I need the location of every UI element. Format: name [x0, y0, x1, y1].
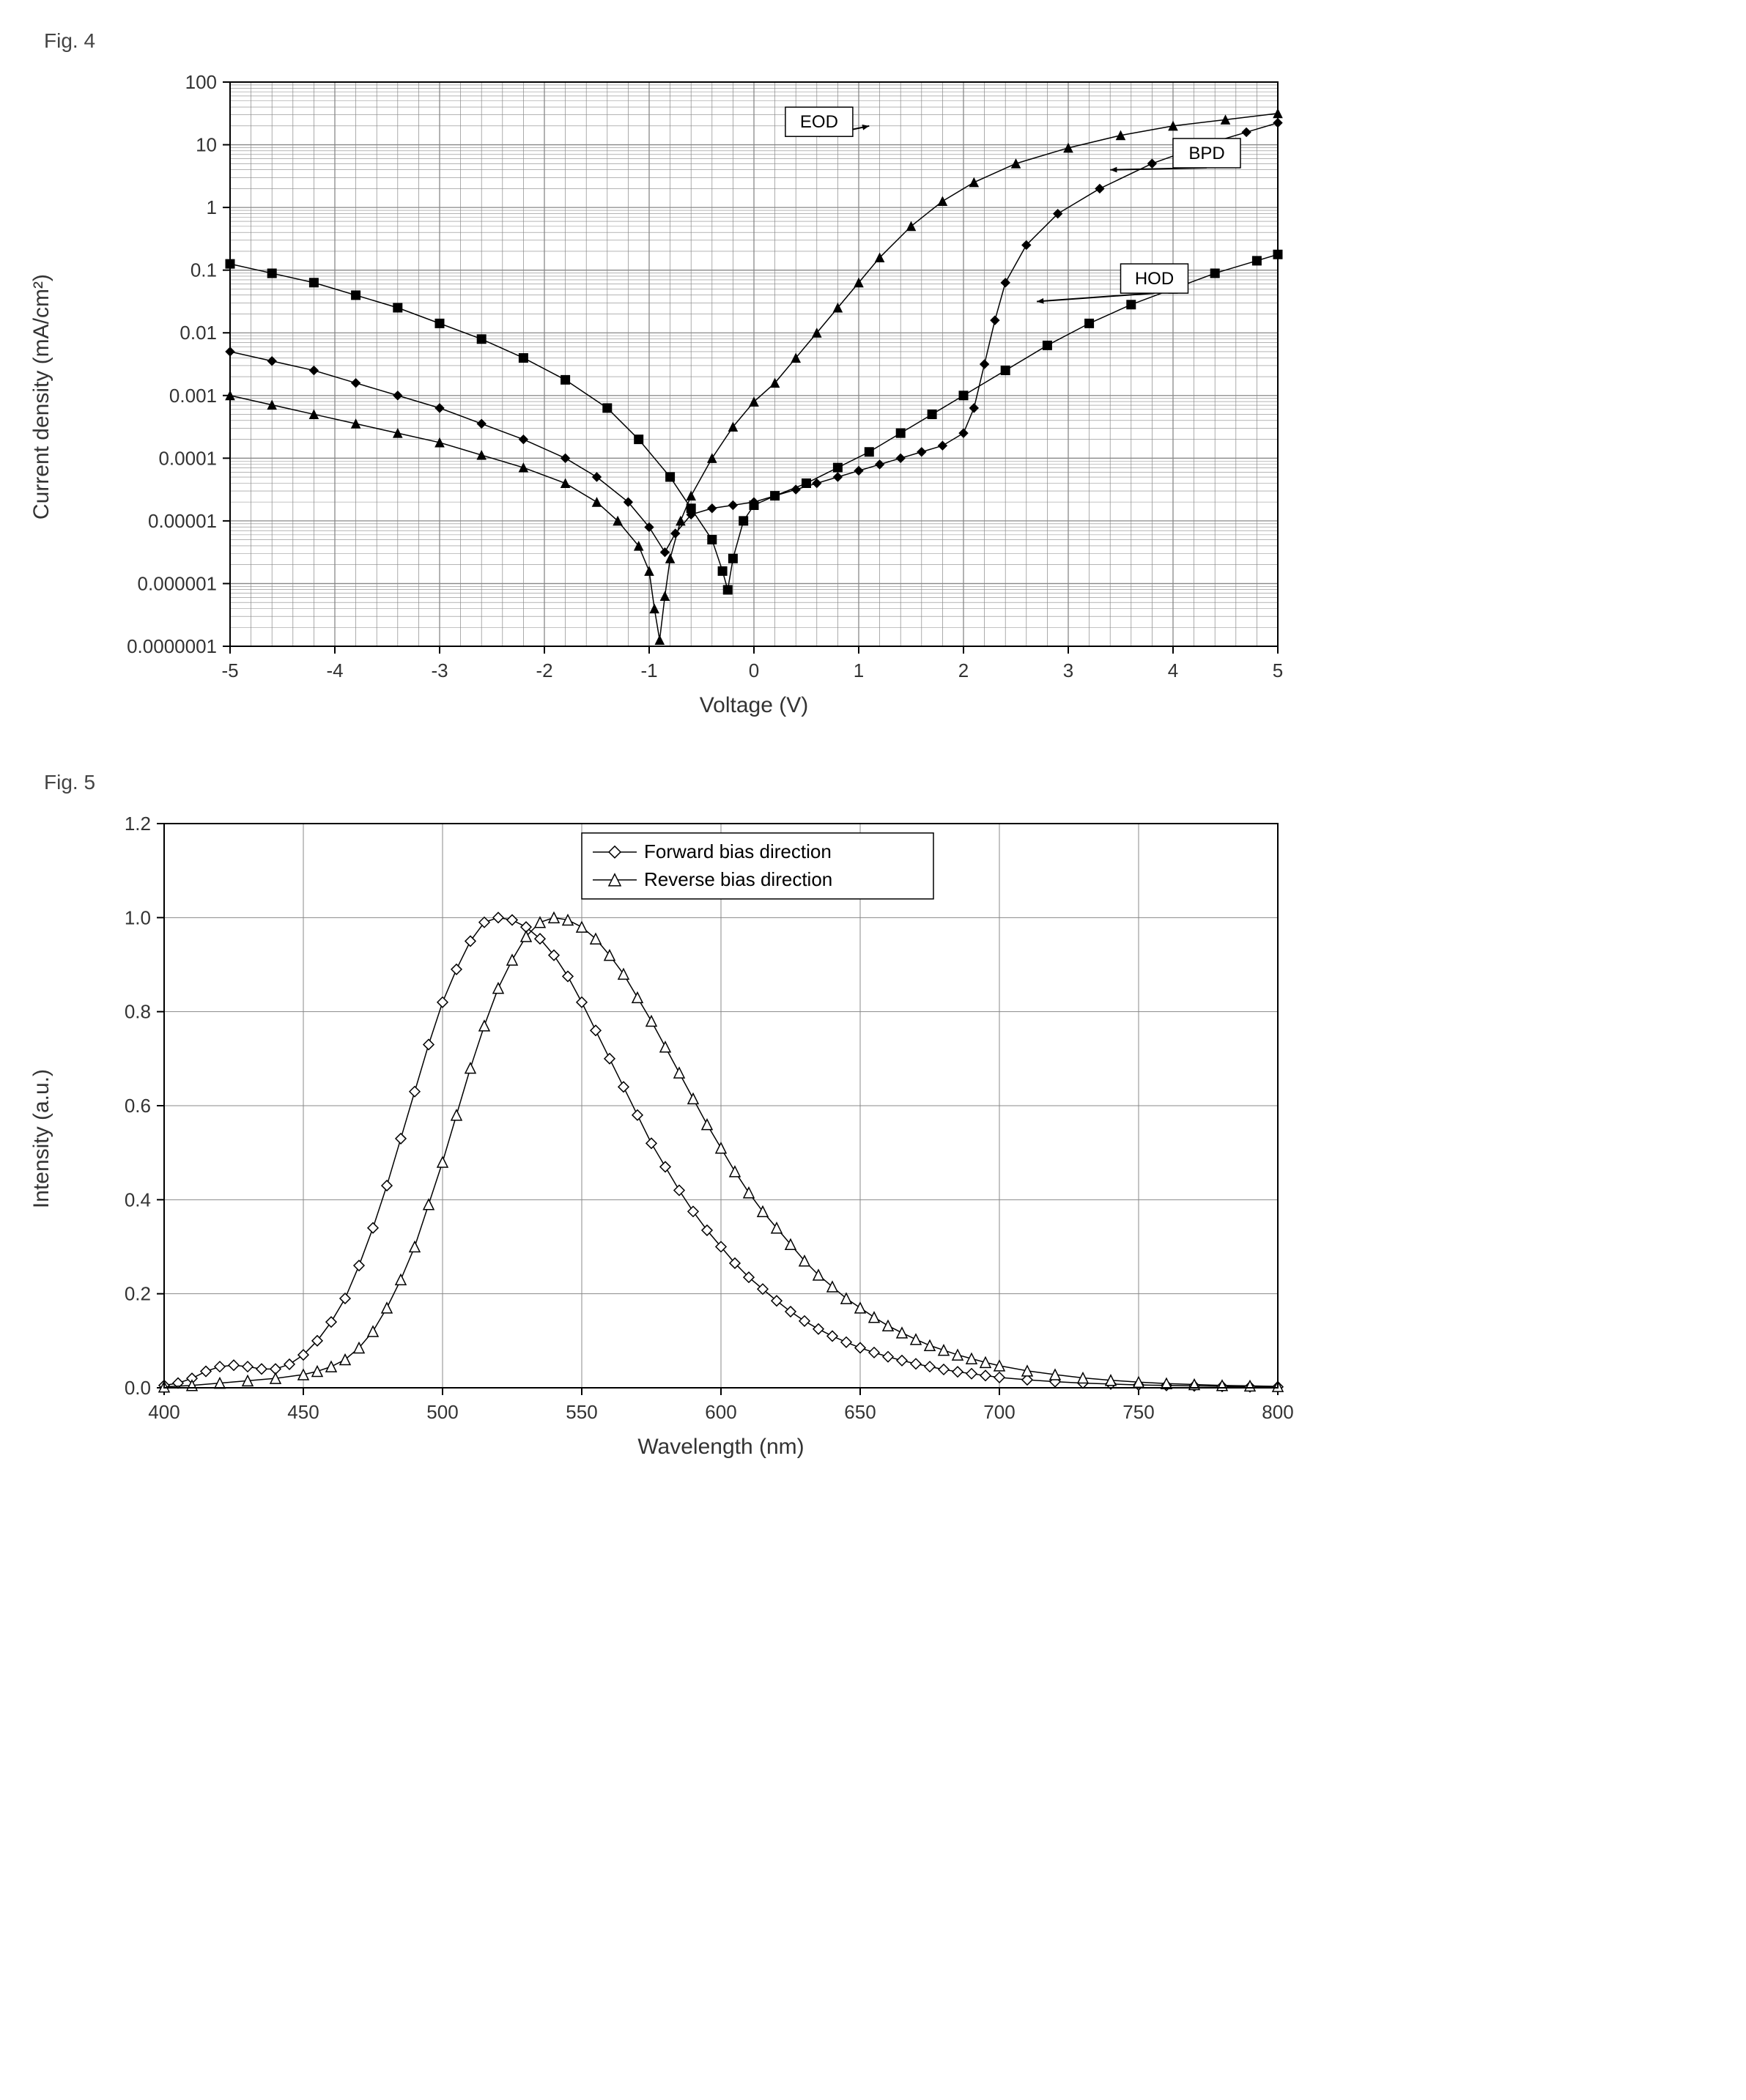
svg-text:-5: -5 — [221, 659, 238, 681]
figure-4: Fig. 4 Current density (mA/cm²) -5 -4 -3 -2… — [29, 29, 1717, 727]
svg-text:500: 500 — [426, 1401, 458, 1423]
svg-text:HOD: HOD — [1135, 269, 1174, 289]
svg-text:-4: -4 — [326, 659, 343, 681]
fig5-ylabel: Intensity (a.u.) — [29, 1069, 54, 1208]
fig4-chart: -5 -4 -3 -2 -1 0 1 2 3 4 5 0.0000001 0.000001 0.00001… — [62, 67, 1307, 727]
svg-text:1.2: 1.2 — [125, 813, 151, 835]
svg-text:4: 4 — [1168, 659, 1178, 681]
svg-text:EOD: EOD — [800, 112, 838, 132]
svg-text:400: 400 — [148, 1401, 180, 1423]
svg-text:Forward bias direction: Forward bias direction — [644, 840, 832, 862]
svg-text:800: 800 — [1262, 1401, 1293, 1423]
svg-text:1.0: 1.0 — [125, 906, 151, 928]
svg-text:700: 700 — [983, 1401, 1015, 1423]
svg-text:0: 0 — [749, 659, 759, 681]
figure-5: Fig. 5 Intensity (a.u.) 400 450 500 550 600 6… — [29, 771, 1717, 1468]
svg-text:450: 450 — [287, 1401, 319, 1423]
svg-text:-3: -3 — [431, 659, 448, 681]
fig5-chart: 400 450 500 550 600 650 700 750 800 0.0 0.2 0.4 0.6 0… — [62, 809, 1307, 1468]
svg-text:0.000001: 0.000001 — [138, 572, 217, 594]
svg-text:-1: -1 — [640, 659, 657, 681]
svg-text:750: 750 — [1122, 1401, 1154, 1423]
fig4-chart-wrap: Current density (mA/cm²) -5 -4 -3 -2 -1 0 1 2 3 4… — [29, 67, 1717, 727]
svg-text:0.0000001: 0.0000001 — [127, 635, 217, 657]
svg-text:1: 1 — [207, 196, 217, 218]
svg-text:0.2: 0.2 — [125, 1283, 151, 1305]
svg-text:0.001: 0.001 — [169, 385, 217, 407]
fig5-caption: Fig. 5 — [44, 771, 1717, 794]
svg-text:0.0: 0.0 — [125, 1377, 151, 1399]
svg-text:10: 10 — [196, 134, 217, 156]
svg-text:2: 2 — [958, 659, 969, 681]
svg-text:0.8: 0.8 — [125, 1001, 151, 1023]
svg-text:650: 650 — [844, 1401, 876, 1423]
svg-text:600: 600 — [705, 1401, 736, 1423]
svg-text:550: 550 — [566, 1401, 597, 1423]
svg-text:3: 3 — [1063, 659, 1073, 681]
svg-text:100: 100 — [185, 71, 217, 93]
svg-text:Reverse bias direction: Reverse bias direction — [644, 868, 832, 890]
svg-text:0.00001: 0.00001 — [148, 510, 217, 532]
svg-text:BPD: BPD — [1188, 144, 1224, 163]
svg-text:1: 1 — [854, 659, 864, 681]
svg-text:0.6: 0.6 — [125, 1095, 151, 1117]
svg-text:0.4: 0.4 — [125, 1188, 151, 1210]
fig4-ylabel: Current density (mA/cm²) — [29, 274, 54, 520]
fig4-caption: Fig. 4 — [44, 29, 1717, 53]
svg-text:-2: -2 — [536, 659, 552, 681]
svg-text:0.01: 0.01 — [180, 322, 217, 344]
svg-text:5: 5 — [1273, 659, 1283, 681]
svg-text:0.1: 0.1 — [190, 259, 217, 281]
svg-text:0.0001: 0.0001 — [158, 447, 217, 469]
svg-text:Voltage (V): Voltage (V) — [700, 693, 808, 717]
svg-text:Wavelength (nm): Wavelength (nm) — [637, 1435, 804, 1459]
fig5-chart-wrap: Intensity (a.u.) 400 450 500 550 600 650 700 75… — [29, 809, 1717, 1468]
